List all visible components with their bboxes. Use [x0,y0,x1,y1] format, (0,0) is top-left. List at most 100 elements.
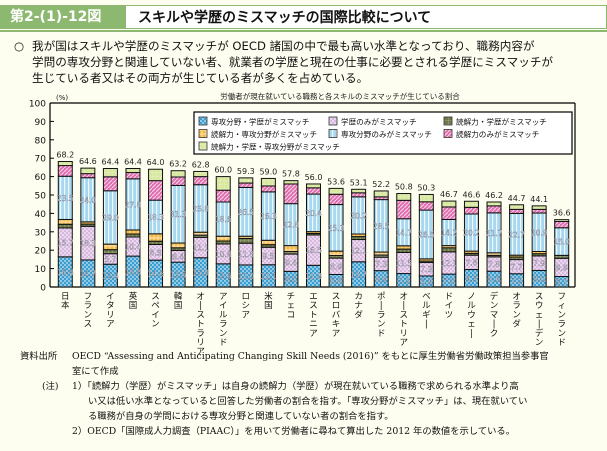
bar-segment [125,172,141,180]
segment-label: 8.5 [150,248,162,257]
segment-label: 8.9 [330,262,342,271]
segment-label: 7.8 [488,260,500,269]
figure-number: 第2-(1)-12図 [0,5,126,29]
x-tick-label-char: | [470,329,473,339]
x-tick-label-char: ン [557,310,566,320]
bar-segment [260,177,276,187]
bar-segment [148,233,164,242]
segment-label: 7.2 [511,276,523,285]
x-tick-label-char: タ [106,301,115,311]
bar-segment [351,188,367,194]
x-tick-label-char: ア [242,310,251,320]
x-tick-label-char: ド [557,338,566,348]
bar-segment [238,182,254,188]
x-tick-label-char: フ [84,292,93,302]
total-label: 46.6 [463,190,481,199]
segment-label: 15.0 [553,238,570,247]
segment-label: 29.0 [102,213,119,222]
x-tick-label-char: ン [490,301,499,311]
legend-label: 読解力・学歴・専攻分野がミスマッチ [211,142,340,152]
bar-segment [554,220,570,229]
bar-segment [351,192,367,198]
bar-segment [373,190,389,198]
bar-segment [193,176,209,186]
x-tick-label-char: ド [445,292,454,302]
legend-label: 専攻分野・学歴がミスマッチ [211,117,310,127]
x-tick-label-char: ス [535,292,544,302]
x-tick-label-char: チ [287,292,296,302]
summary-box: ○ 我が国はスキルや学歴のミスマッチが OECD 諸国の中で最も高い水準となって… [14,38,594,86]
segment-label: 25.3 [328,224,345,233]
x-tick-label-char: 韓 [174,291,183,302]
x-tick-label-char: ス [332,292,341,302]
segment-label: 9.5 [465,274,477,283]
x-tick-label-char: ス [400,310,409,320]
bar-segment [238,237,254,244]
bar-segment [418,201,434,211]
bar-segment [260,239,276,246]
segment-label: 10.8 [215,250,232,259]
x-tick-label-char: ニ [309,320,318,330]
bar-segment [509,208,525,214]
x-tick-label-char: ア [309,329,318,339]
legend-swatch [328,129,338,138]
source-label: 資料出所 [20,351,58,362]
x-tick-label-char: ト [196,320,205,330]
bar-segment [486,201,502,207]
total-label: 52.2 [372,180,390,189]
segment-label: 23.5 [57,194,74,203]
x-tick-label-char: オ [512,292,521,302]
segment-label: 20.2 [350,211,367,220]
x-tick-label-char: 国 [174,301,183,311]
bar-group: 13.7 12.1 20.2 53.1 カナダ [350,178,368,320]
x-tick-label-char: ン [219,329,228,339]
total-label: 64.4 [124,158,142,167]
segment-label: 8.5 [285,275,297,284]
segment-label: 14.7 [395,228,412,237]
segment-label: 11.5 [395,259,412,268]
x-tick-label-char: ス [84,320,93,330]
segment-label: 7.9 [533,259,545,268]
x-tick-label-char: ロ [242,292,251,302]
legend-swatch [198,141,208,151]
x-tick-label-char: | [380,301,383,311]
x-tick-label-char: ル [467,301,476,311]
x-tick-label-char: オ [400,292,409,302]
bar-group: 16.4 15.7 23.5 68.2 日本 [56,151,74,312]
total-label: 46.7 [440,190,458,199]
x-tick-label-char: ル [422,301,431,311]
bar-segment [102,249,118,255]
x-tick-label-char: 英 [129,291,138,302]
segment-label: 5.7 [104,255,116,264]
total-label: 53.1 [350,178,368,187]
segment-label: 22.7 [508,230,525,239]
segment-label: 16.5 [305,246,322,255]
x-tick-label-char: ダ [354,309,363,320]
segment-label: 15.7 [57,238,74,247]
x-tick-label-char: リ [196,338,205,348]
x-tick-label-char: 国 [129,301,138,311]
segment-label: 6.0 [420,277,432,286]
bar-segment [193,170,209,178]
legend-label: 読解力・学歴がミスマッチ [456,117,547,127]
total-label: 63.2 [169,160,187,169]
segment-label: 16.8 [125,268,142,277]
segment-label: 11.1 [192,244,209,253]
y-tick-label: 20 [35,247,47,257]
total-label: 57.8 [282,170,300,179]
x-tick-label-char: ス [196,310,205,320]
segment-label: 24.0 [79,196,96,205]
total-label: 68.2 [56,151,74,160]
segment-label: 13.7 [350,270,367,279]
y-tick-label: 100 [29,100,46,110]
note-2: 2）OECD「国際成人力調査（PIAAC）」を用いて労働者に尋ねて算出した 20… [72,426,516,437]
x-tick-label-char: 米 [264,291,273,302]
bar-segment [125,168,141,174]
x-tick-label-char: イ [106,292,115,302]
legend-swatch [328,116,338,126]
